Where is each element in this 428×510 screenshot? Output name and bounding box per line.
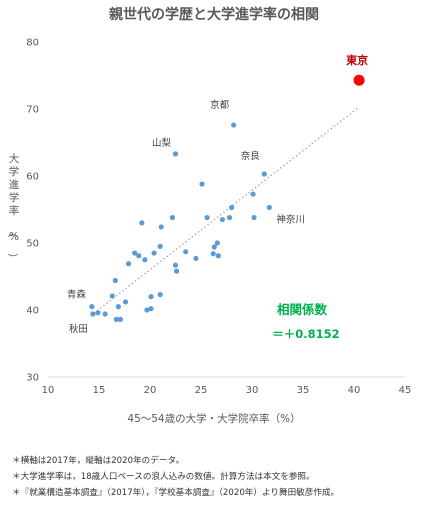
data-point: [229, 204, 235, 211]
data-point: [250, 191, 256, 197]
data-point: [125, 261, 132, 267]
data-point: [95, 310, 101, 316]
footnote: ＊大学進学率は，18歳人口ベースの浪人込みの数値。計算方法は本文を参照。: [12, 472, 315, 482]
data-point: [89, 304, 95, 310]
data-point: [115, 304, 121, 310]
x-tick-label: 10: [42, 385, 55, 396]
data-point: [142, 257, 148, 263]
data-point: [136, 253, 142, 259]
data-point: [157, 243, 163, 249]
point-label: 京都: [210, 99, 230, 111]
axes: 10 15 20 25 30 35 40 45 30 40 50 60 70 80: [26, 38, 411, 397]
data-point: [251, 214, 257, 221]
data-point: [226, 214, 233, 221]
y-tick-label: 70: [26, 105, 39, 116]
x-tick-label: 25: [195, 385, 208, 396]
point-label: 東京: [346, 53, 368, 67]
footnote: ＊横軸は2017年，縦軸は2020年のデータ。: [12, 456, 185, 466]
data-point: [148, 306, 154, 312]
correlation-label: 相関係数: [277, 302, 328, 317]
x-tick-label: 30: [246, 385, 259, 396]
correlation-value: ＝＋0.8152: [272, 327, 339, 341]
data-point: [193, 255, 199, 262]
point-label: 奈良: [241, 150, 261, 162]
data-point: [157, 291, 163, 298]
x-tick-label: 20: [144, 385, 157, 396]
data-point: [151, 250, 157, 256]
data-point: [204, 214, 210, 221]
data-point: [261, 171, 267, 177]
data-point: [211, 244, 217, 250]
data-point: [266, 204, 272, 211]
data-point: [219, 216, 226, 223]
y-tick-label: 40: [26, 306, 39, 317]
point-label: 秋田: [69, 323, 88, 335]
data-point: [102, 311, 108, 317]
data-point-highlight: [353, 74, 365, 86]
point-label: 神奈川: [276, 213, 305, 225]
data-point: [90, 311, 96, 317]
data-point: [158, 224, 164, 230]
x-tick-label: 15: [93, 385, 106, 396]
data-point: [112, 277, 118, 284]
trendline: [93, 106, 360, 314]
data-point: [173, 268, 180, 274]
x-axis-label: 45〜54歳の大学・大学院卒率（%）: [127, 412, 300, 425]
trend-line: [93, 106, 360, 314]
data-point: [210, 251, 216, 257]
x-tick-label: 35: [297, 385, 310, 396]
data-point: [109, 293, 115, 299]
data-points: [89, 74, 365, 322]
x-tick-label: 40: [348, 385, 361, 396]
data-point: [122, 299, 129, 305]
point-label: 山梨: [152, 137, 172, 149]
data-point: [132, 250, 138, 256]
data-point: [215, 253, 221, 259]
chart-title: 親世代の学歴と大学進学率の相関: [109, 6, 319, 23]
data-point: [148, 294, 154, 300]
y-tick-label: 50: [26, 239, 39, 250]
y-axis-label: 大学進学率（%）: [6, 152, 20, 264]
footnote: ＊『就業構造基本調査』（2017年），『学校基本調査』（2020年）より舞田敏彦…: [12, 488, 340, 498]
scatter-chart: 親世代の学歴と大学進学率の相関 10 15 20 25 30 35 40 45 30 40 50 60…: [6, 6, 412, 425]
y-tick-label: 30: [26, 373, 39, 384]
data-point: [172, 262, 179, 268]
y-tick-label: 60: [26, 172, 39, 183]
x-tick-label: 45: [399, 385, 412, 396]
data-point: [231, 122, 237, 128]
data-point: [214, 240, 220, 246]
data-point: [183, 249, 189, 255]
data-point: [199, 181, 205, 187]
data-point: [172, 151, 179, 157]
footnotes: ＊横軸は2017年，縦軸は2020年のデータ。 ＊大学進学率は，18歳人口ベース…: [12, 453, 426, 501]
data-point: [144, 307, 150, 313]
y-tick-label: 80: [26, 38, 39, 49]
point-label: 青森: [67, 289, 87, 301]
data-point: [117, 316, 124, 322]
data-point: [139, 220, 145, 226]
data-point: [169, 214, 176, 221]
data-point: [113, 316, 119, 322]
